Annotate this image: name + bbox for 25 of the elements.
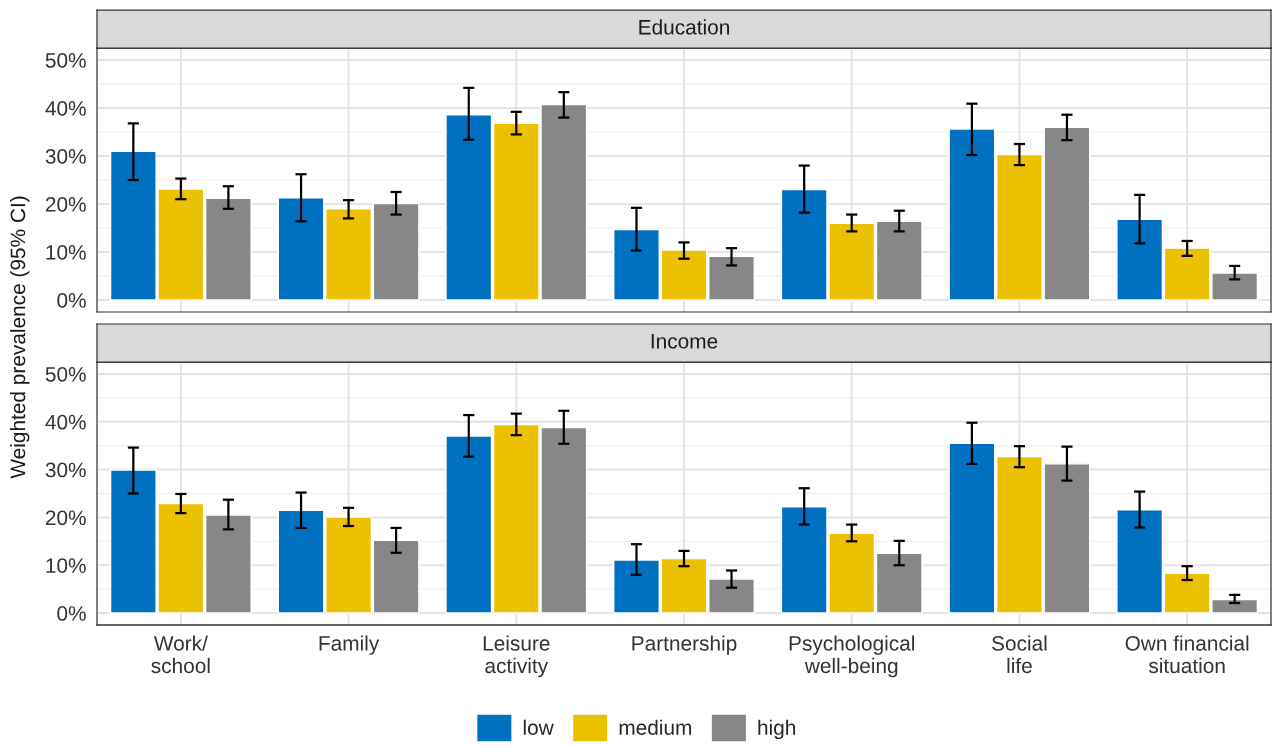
x-tick-label: Social life — [992, 635, 1047, 674]
y-tick-label: 30% — [45, 149, 86, 164]
y-tick-label: 0% — [57, 293, 86, 308]
y-tick-label: 20% — [45, 197, 86, 212]
x-tick-label: Own financial situation — [1125, 635, 1249, 674]
y-tick-label: 10% — [46, 245, 86, 260]
legend-label: high — [758, 719, 796, 740]
y-tick-label: 10% — [46, 558, 86, 573]
y-tick-label: 40% — [45, 101, 86, 116]
y-tick-label: 30% — [45, 462, 86, 478]
x-tick-label: Partnership — [632, 635, 737, 655]
chart-title: Income — [651, 334, 718, 349]
y-tick-label: 50% — [45, 366, 86, 382]
y-tick-label: 20% — [45, 510, 86, 526]
x-tick-label: Leisure activity — [483, 635, 550, 678]
x-tick-label: Psychological well-being — [789, 635, 915, 678]
x-tick-label: Family — [319, 635, 380, 655]
legend-label: low — [523, 719, 554, 735]
y-tick-label: 50% — [45, 53, 86, 68]
x-tick-label: Work/ school — [151, 635, 210, 674]
y-tick-label: 40% — [45, 414, 86, 430]
y-tick-label: 0% — [57, 606, 86, 621]
y-axis-title: Weighted prevalence (95% CI) — [10, 196, 30, 479]
legend-label: medium — [619, 719, 692, 735]
chart-title: Education — [639, 19, 729, 35]
